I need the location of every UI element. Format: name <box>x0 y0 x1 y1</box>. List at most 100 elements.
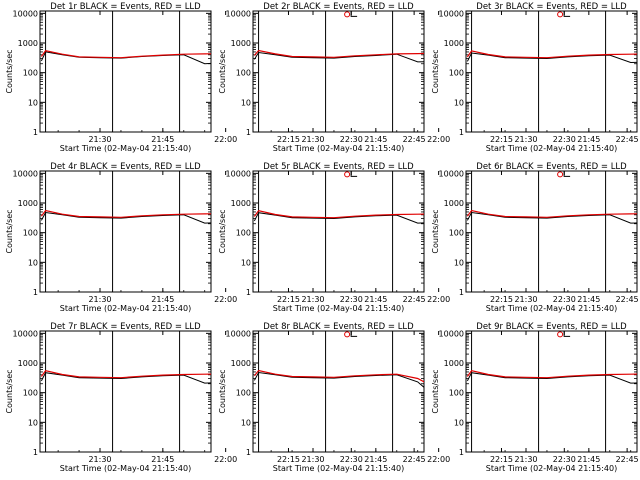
det-panel-8: Det 8r BLACK = Events, RED = LLD 1 10 100 10… <box>218 322 639 473</box>
saturation-step <box>350 171 358 177</box>
lld-line <box>466 50 637 59</box>
y-tick-label: 100 <box>23 69 38 78</box>
y-axis-label: Counts/sec <box>5 209 14 253</box>
det-panel-4: Det 4r BLACK = Events, RED = LLD 1 10 100 10… <box>5 162 426 313</box>
saturation-step <box>350 331 358 337</box>
x-tick-label: 21:30 <box>301 295 324 304</box>
y-tick-label: 10000 <box>226 329 251 338</box>
y-tick-label: 10 <box>454 418 464 427</box>
x-tick-label: 22:00 <box>214 455 237 464</box>
panel-title: Det 3r BLACK = Events, RED = LLD <box>476 2 627 12</box>
y-tick-label: 1000 <box>231 359 251 368</box>
saturation-marker <box>344 171 351 178</box>
y-axis-label: Counts/sec <box>431 369 440 413</box>
data-lines <box>253 369 424 388</box>
plot-frame <box>465 10 638 133</box>
y-tick-label: 1 <box>246 448 251 457</box>
y-tick-label: 10 <box>28 418 38 427</box>
y-tick-label: 1 <box>33 288 38 297</box>
y-tick-label: 1000 <box>444 199 464 208</box>
saturation-step <box>350 11 358 17</box>
data-lines <box>40 50 211 65</box>
x-tick-label: 21:45 <box>577 455 600 464</box>
x-tick-label: 21:30 <box>514 455 537 464</box>
x-tick-label: 22:30 <box>553 135 576 144</box>
saturation-step <box>563 331 571 337</box>
events-line <box>253 212 424 224</box>
time-markers <box>45 11 181 132</box>
panel-title: Det 8r BLACK = Events, RED = LLD <box>263 322 414 332</box>
x-axis-label: Start Time (02-May-04 21:15:40) <box>60 304 191 313</box>
y-axis-label: Counts/sec <box>5 49 14 93</box>
lld-line <box>466 209 637 218</box>
x-tick-label: 21:30 <box>88 455 111 464</box>
data-lines <box>466 50 637 64</box>
det-panel-3: Det 3r BLACK = Events, RED = LLD 1 10 100 10… <box>431 2 638 153</box>
y-tick-label: 10 <box>454 258 464 267</box>
lld-line <box>40 50 211 59</box>
time-markers <box>45 171 181 292</box>
y-tick-label: 1 <box>459 128 464 137</box>
y-tick-label: 1 <box>246 288 251 297</box>
x-tick-label: 22:30 <box>340 135 363 144</box>
saturation-marker <box>344 11 351 18</box>
time-markers <box>258 11 394 132</box>
saturation-step <box>563 171 571 177</box>
x-tick-label: 22:30 <box>340 455 363 464</box>
y-tick-label: 100 <box>23 389 38 398</box>
x-tick-label: 21:30 <box>88 135 111 144</box>
y-tick-label: 10000 <box>439 169 464 178</box>
y-tick-label: 1000 <box>231 199 251 208</box>
lld-line <box>40 370 211 379</box>
saturation-marker <box>557 11 564 18</box>
x-tick-label: 21:45 <box>364 135 387 144</box>
saturation-step <box>563 11 571 17</box>
y-tick-label: 10000 <box>13 329 38 338</box>
plot-frame <box>252 10 425 133</box>
plot-frame <box>39 10 212 133</box>
y-tick-label: 10 <box>28 98 38 107</box>
data-lines <box>40 209 211 224</box>
x-tick-label: 22:45 <box>616 295 639 304</box>
data-lines <box>40 370 211 384</box>
x-axis-label: Start Time (02-May-04 21:15:40) <box>486 144 617 153</box>
events-line <box>466 52 637 64</box>
y-axis-label: Counts/sec <box>218 369 227 413</box>
y-axis-label: Counts/sec <box>5 369 14 413</box>
panel-title: Det 1r BLACK = Events, RED = LLD <box>50 2 201 12</box>
x-tick-label: 21:45 <box>151 135 174 144</box>
y-tick-label: 1000 <box>18 199 38 208</box>
y-tick-label: 10 <box>241 418 251 427</box>
x-tick-label: 22:00 <box>214 135 237 144</box>
plot-frame <box>39 330 212 453</box>
x-tick-label: 22:15 <box>277 455 300 464</box>
x-tick-label: 21:30 <box>514 135 537 144</box>
lld-line <box>253 49 424 58</box>
y-tick-label: 100 <box>23 229 38 238</box>
x-axis-label: Start Time (02-May-04 21:15:40) <box>273 464 404 473</box>
events-line <box>40 51 211 65</box>
events-line <box>253 51 424 63</box>
y-tick-label: 10000 <box>439 329 464 338</box>
time-markers <box>45 331 181 452</box>
panel-title: Det 2r BLACK = Events, RED = LLD <box>263 2 414 12</box>
x-tick-label: 21:30 <box>514 295 537 304</box>
x-tick-label: 21:30 <box>301 135 324 144</box>
y-axis-label: Counts/sec <box>431 209 440 253</box>
panel-title: Det 5r BLACK = Events, RED = LLD <box>263 162 414 172</box>
y-axis-label: Counts/sec <box>218 49 227 93</box>
x-tick-label: 22:15 <box>277 295 300 304</box>
y-tick-label: 100 <box>236 229 251 238</box>
y-tick-label: 100 <box>236 389 251 398</box>
x-tick-label: 22:45 <box>403 135 426 144</box>
lld-line <box>253 210 424 219</box>
x-axis-label: Start Time (02-May-04 21:15:40) <box>486 464 617 473</box>
det-panel-6: Det 6r BLACK = Events, RED = LLD 1 10 100 10… <box>431 162 638 313</box>
y-tick-label: 10 <box>28 258 38 267</box>
x-axis-label: Start Time (02-May-04 21:15:40) <box>273 304 404 313</box>
events-line <box>40 211 211 224</box>
y-tick-label: 1000 <box>18 39 38 48</box>
x-tick-label: 22:45 <box>616 455 639 464</box>
y-tick-label: 100 <box>449 229 464 238</box>
